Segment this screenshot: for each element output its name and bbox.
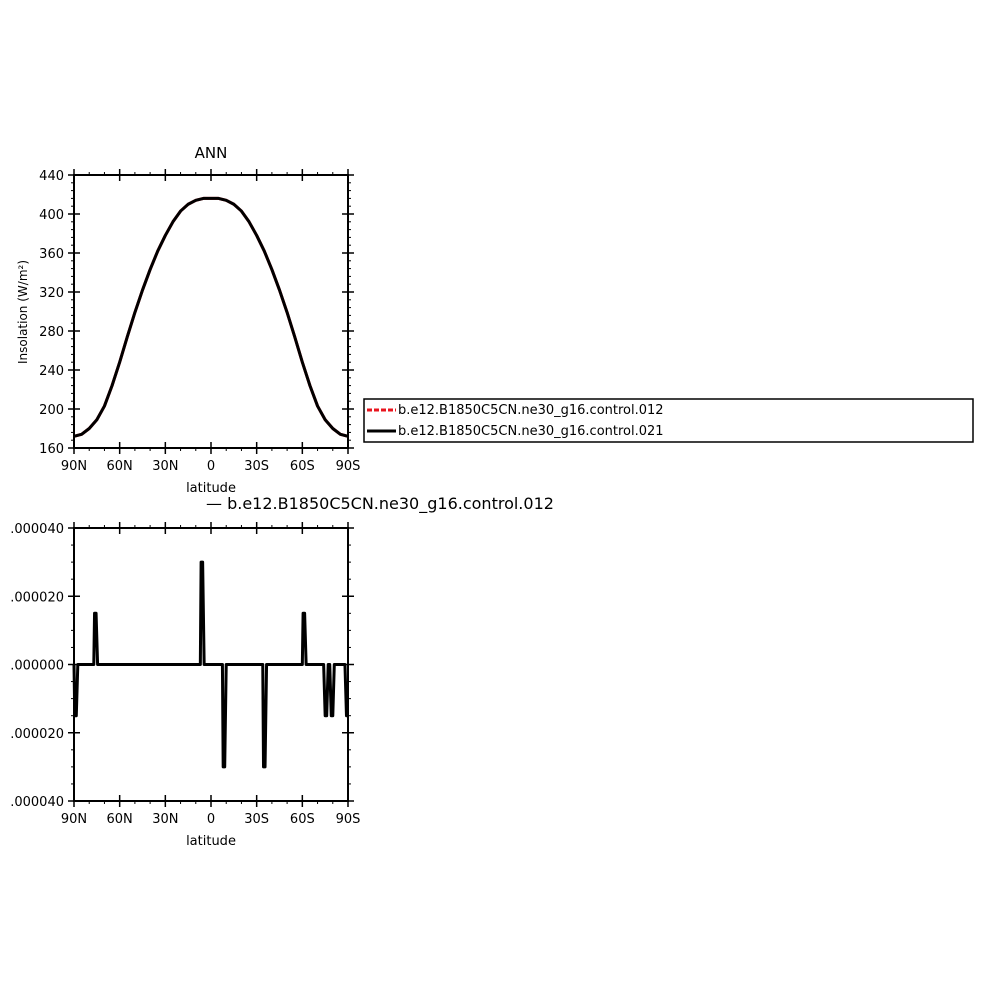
y-tick-label: 400 [39,208,64,223]
series-lines [73,196,349,438]
x-tick-label: 60S [290,459,315,474]
y-tick-label: 320 [39,286,64,301]
legend-label-series-2: b.e12.B1850C5CN.ne30_g16.control.021 [398,424,664,439]
y-tick-label: .000040 [10,795,64,810]
x-axis-label: latitude [186,834,236,849]
legend-label-series-1: b.e12.B1850C5CN.ne30_g16.control.012 [398,403,664,418]
x-tick-label: 60N [107,459,133,474]
y-axis-label: Insolation (W/m²) [16,260,30,364]
x-tick-label: 30S [244,459,269,474]
plot-frame [73,527,349,802]
y-tick-label: .000040 [10,522,64,537]
insolation-panel: ANN Insolation (W/m²) latitude 90N 60N 30N… [16,144,360,496]
x-axis-label: latitude [186,481,236,496]
x-tick-label: 90S [336,459,361,474]
y-tick-label: .000020 [10,590,64,605]
series-line-1 [72,560,348,769]
x-tick-label: 0 [207,812,215,827]
x-tick-label: 30N [152,459,178,474]
y-tick-label: 280 [39,325,64,340]
series-line-1 [73,196,349,438]
legend-box [363,398,974,443]
panel-title: ANN [195,144,228,162]
x-tick-label: 30N [152,812,178,827]
y-tick-label: 440 [39,169,64,184]
series-line-2 [73,196,349,438]
x-tick-label: 90N [61,812,87,827]
x-tick-label: 60S [290,812,315,827]
x-tick-label: 30S [244,812,269,827]
x-tick-label: 90S [336,812,361,827]
y-tick-label: 360 [39,247,64,262]
x-tick-label: 90N [61,459,87,474]
y-tick-label: 200 [39,403,64,418]
y-tick-label: .000000 [10,659,64,674]
y-tick-label: .000020 [10,727,64,742]
series-lines [72,560,348,769]
axis-ticks: 90N 60N 30N 0 30S 60S 90S .000040 .000020 .000000… [10,522,360,827]
y-tick-label: 240 [39,364,64,379]
x-tick-label: 60N [107,812,133,827]
difference-panel: — b.e12.B1850C5CN.ne30_g16.control.012 l… [10,494,554,849]
x-tick-label: 0 [207,459,215,474]
panel-title: — b.e12.B1850C5CN.ne30_g16.control.012 [206,494,554,514]
y-tick-label: 160 [39,442,64,457]
plot-frame [73,174,349,449]
legend: b.e12.B1850C5CN.ne30_g16.control.012 b.e… [363,398,974,443]
